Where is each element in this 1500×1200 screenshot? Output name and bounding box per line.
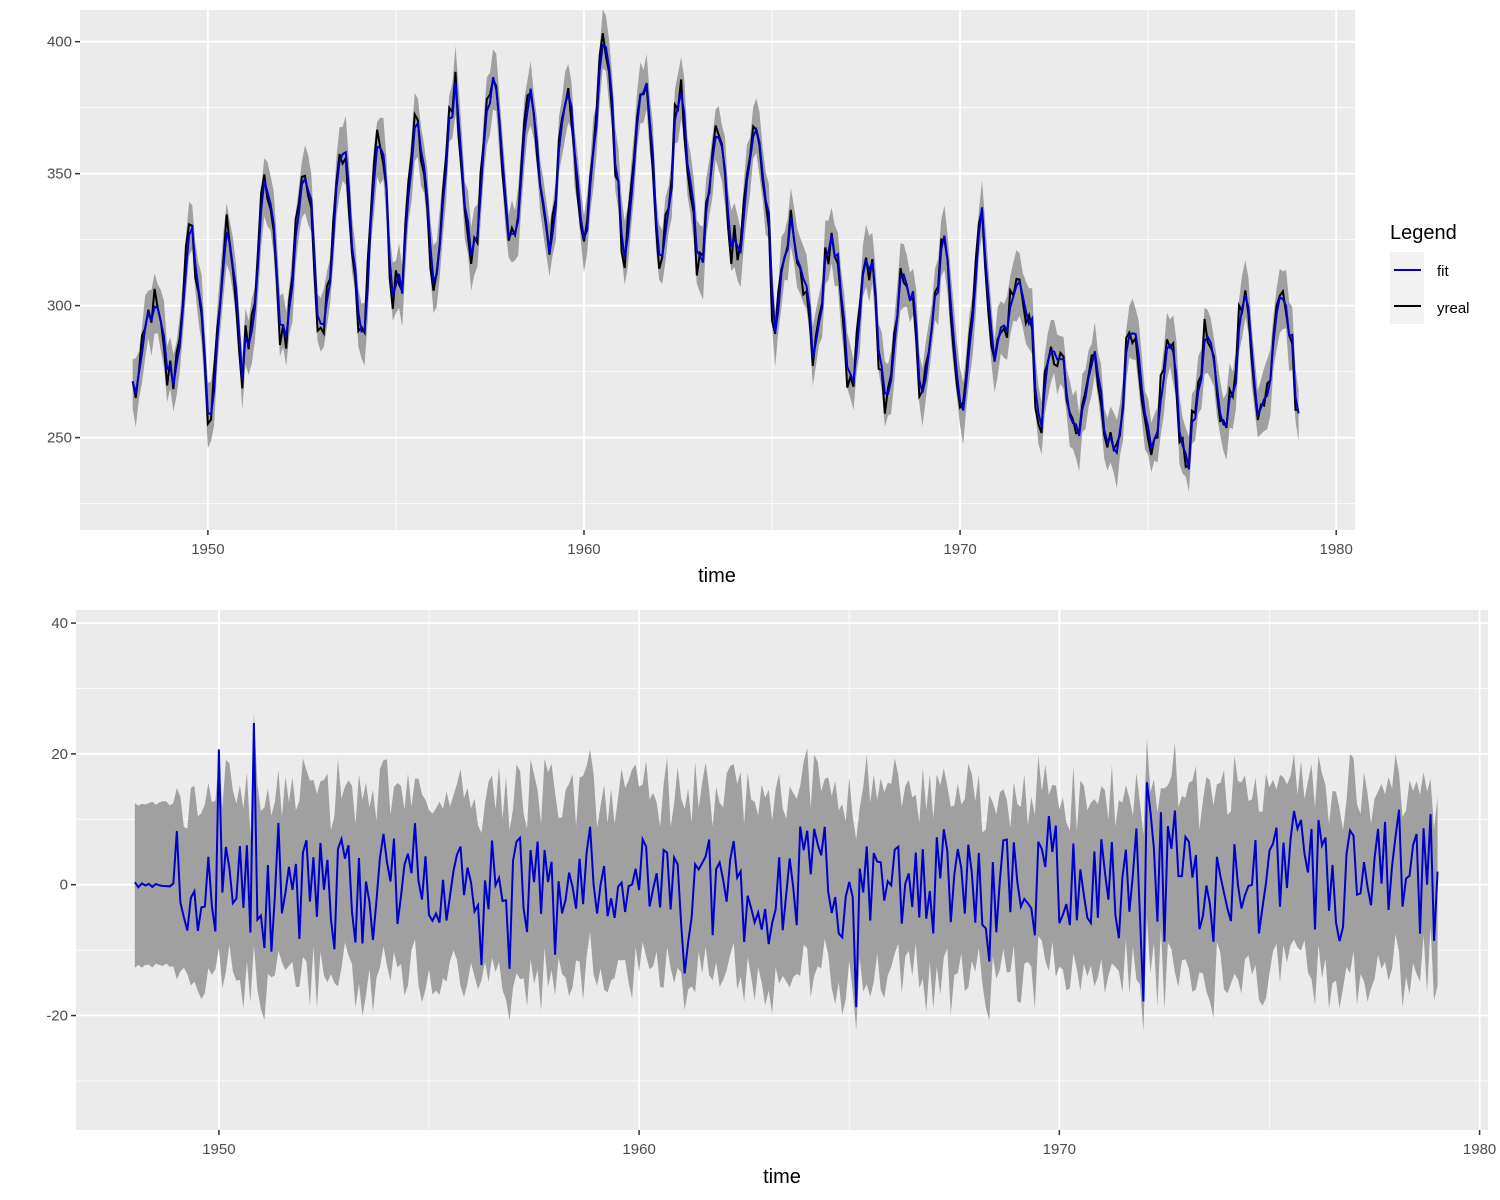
bottom-y-tick-label: 40	[51, 615, 68, 632]
top-y-tick-label: 300	[47, 298, 72, 315]
top-x-tick-label: 1970	[943, 541, 976, 558]
bottom-x-tick-label: 1960	[622, 1141, 655, 1158]
top-gridlines	[80, 10, 1355, 530]
yreal-line	[131, 33, 1299, 469]
bottom-y-tick-label: -20	[46, 1008, 68, 1025]
bottom-prediction-ribbon	[134, 712, 1438, 1032]
legend: Legend fit yreal	[1390, 222, 1470, 324]
top-y-tick-label: 350	[47, 166, 72, 183]
legend-label-yreal: yreal	[1437, 300, 1470, 317]
top-panel-background	[80, 10, 1355, 530]
top-x-tick-label: 1960	[567, 541, 600, 558]
bottom-axes: 1950 1960 1970 1980 -20 0 20 40	[46, 615, 1496, 1158]
bottom-panel: 1950 1960 1970 1980 -20 0 20 40 time	[46, 610, 1496, 1188]
legend-label-fit: fit	[1437, 263, 1450, 280]
top-axes: 1950 1960 1970 1980 250 300 350 400	[47, 34, 1353, 558]
bottom-y-tick-label: 20	[51, 746, 68, 763]
bottom-x-tick-label: 1950	[202, 1141, 235, 1158]
bottom-y-tick-label: 0	[60, 877, 68, 894]
top-x-tick-label: 1980	[1320, 541, 1353, 558]
fit-line	[131, 43, 1300, 470]
legend-title: Legend	[1390, 222, 1457, 244]
top-x-tick-label: 1950	[191, 541, 224, 558]
bottom-x-tick-label: 1970	[1043, 1141, 1076, 1158]
top-x-axis-title: time	[698, 565, 736, 587]
bottom-x-tick-label: 1980	[1463, 1141, 1496, 1158]
top-y-tick-label: 250	[47, 430, 72, 447]
bottom-x-axis-title: time	[763, 1166, 801, 1188]
top-panel: 1950 1960 1970 1980 250 300 350 400 time	[47, 9, 1355, 587]
residual-line	[134, 723, 1439, 1008]
top-y-tick-label: 400	[47, 34, 72, 51]
